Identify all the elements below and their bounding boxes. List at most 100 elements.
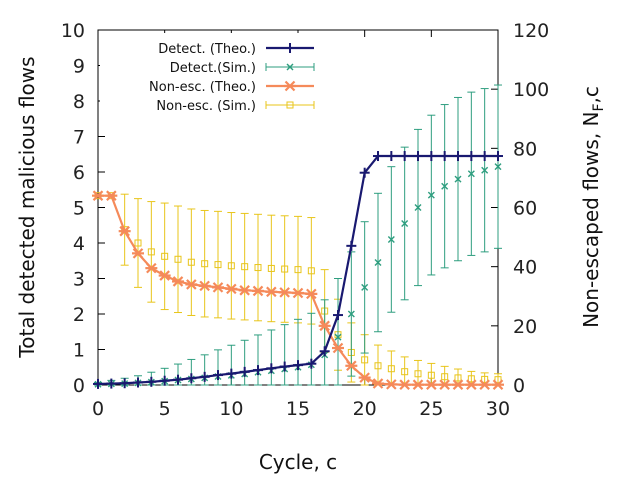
marker-stroke	[492, 379, 504, 390]
data-point	[306, 358, 317, 369]
x-tick-label: 10	[219, 398, 243, 420]
marker-stroke	[306, 288, 317, 300]
marker-stroke	[467, 170, 475, 178]
data-point	[347, 310, 355, 318]
data-point	[334, 333, 342, 341]
x-tick-label: 20	[353, 398, 377, 420]
data-point	[185, 279, 198, 290]
data-point	[119, 378, 130, 389]
x-tick-label: 15	[286, 398, 310, 420]
marker-stroke	[174, 255, 182, 263]
legend-marker	[284, 80, 296, 92]
data-point	[253, 365, 263, 376]
data-point	[238, 285, 251, 296]
marker-stroke	[481, 166, 489, 174]
data-point	[374, 259, 382, 267]
marker-stroke	[427, 371, 435, 379]
data-point	[239, 366, 250, 377]
error-bar	[280, 324, 289, 386]
data-point	[372, 378, 384, 389]
y-right-tick-label: 120	[513, 20, 549, 42]
data-point	[159, 375, 170, 386]
marker-stroke	[359, 372, 370, 383]
marker-stroke	[239, 285, 250, 296]
y-left-tick-label: 4	[73, 233, 85, 255]
legend-label: Detect.(Sim.)	[170, 61, 256, 76]
data-point	[387, 365, 395, 373]
marker-stroke	[399, 379, 410, 390]
data-point	[466, 151, 477, 162]
error-bar	[147, 201, 156, 303]
y-left-tick-label: 0	[73, 375, 85, 397]
data-point	[198, 280, 211, 292]
data-point	[292, 287, 304, 299]
data-point	[186, 373, 197, 384]
data-point	[481, 166, 489, 174]
marker-stroke	[387, 365, 395, 373]
data-point	[373, 151, 383, 162]
data-point	[412, 379, 424, 390]
data-point	[118, 225, 131, 237]
marker-stroke	[454, 374, 462, 382]
error-bar	[294, 318, 302, 386]
data-point	[147, 248, 155, 256]
data-point	[227, 262, 235, 270]
error-bar	[227, 212, 236, 320]
marker-stroke	[286, 101, 294, 109]
y-right-tick-label: 80	[513, 138, 537, 160]
data-point	[479, 151, 490, 162]
marker-stroke	[294, 266, 302, 274]
legend-marker	[285, 43, 295, 53]
data-point	[454, 175, 462, 183]
data-point	[252, 285, 264, 297]
marker-stroke	[401, 368, 409, 376]
legend-entry: Detect. (Theo.)	[158, 42, 314, 57]
marker-stroke	[426, 379, 437, 390]
marker-stroke	[267, 264, 275, 272]
data-point	[93, 378, 103, 389]
data-point	[281, 265, 289, 273]
data-point	[212, 282, 224, 293]
data-point	[307, 267, 315, 275]
marker-stroke	[146, 262, 157, 274]
data-point	[278, 287, 291, 298]
error-bar	[254, 334, 262, 386]
marker-stroke	[387, 235, 395, 243]
data-point	[439, 151, 450, 162]
marker-stroke	[452, 379, 464, 390]
legend-marker	[286, 63, 294, 71]
legend-entry: Non-esc. (Theo.)	[149, 80, 314, 95]
y-right-tick-label: 40	[513, 257, 537, 279]
error-bar	[280, 215, 289, 323]
marker-stroke	[334, 333, 342, 341]
marker-stroke	[159, 270, 170, 281]
data-point	[427, 371, 435, 379]
data-point	[187, 258, 195, 266]
data-point	[441, 182, 449, 190]
error-bar	[134, 198, 142, 288]
data-point	[467, 170, 475, 178]
data-point	[481, 375, 489, 383]
data-point	[385, 379, 398, 390]
marker-stroke	[412, 379, 424, 390]
data-point	[465, 379, 478, 390]
marker-stroke	[374, 362, 382, 370]
data-point	[374, 362, 382, 370]
data-point	[318, 320, 331, 332]
data-point	[453, 151, 463, 162]
data-point	[106, 378, 117, 389]
data-point	[267, 264, 275, 272]
data-point	[172, 276, 184, 287]
marker-stroke	[494, 376, 502, 384]
marker-stroke	[332, 342, 344, 354]
marker-stroke	[319, 320, 330, 332]
marker-stroke	[226, 283, 237, 295]
y-right-tick-label: 0	[513, 375, 525, 397]
marker-stroke	[481, 375, 489, 383]
marker-stroke	[147, 248, 155, 256]
data-point	[414, 370, 422, 378]
error-bar	[254, 213, 262, 322]
data-point	[214, 261, 222, 269]
marker-stroke	[441, 182, 449, 190]
